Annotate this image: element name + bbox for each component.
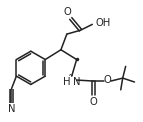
Text: OH: OH [95,18,111,28]
Text: O: O [89,97,97,107]
Text: O: O [103,75,111,85]
Text: N: N [73,77,80,87]
Text: H: H [63,77,71,87]
Text: N: N [8,104,15,114]
Text: O: O [64,7,72,17]
